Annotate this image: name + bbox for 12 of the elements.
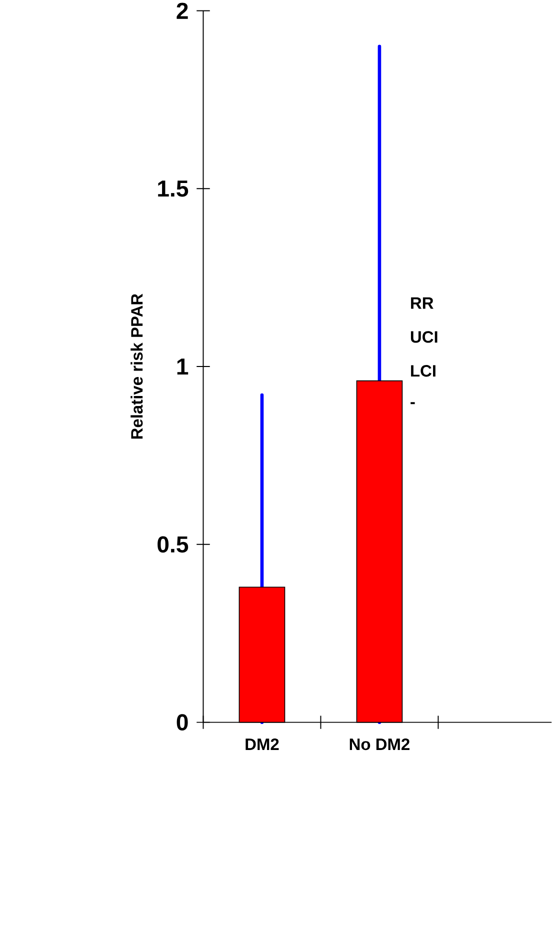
y-tick-label: 1 [177, 358, 188, 374]
y-tick-label: 0.5 [158, 536, 188, 553]
annotation: RR [411, 297, 434, 309]
annotation: - [410, 402, 415, 404]
annotation: UCI [410, 331, 438, 343]
y-tick-label: 1.5 [158, 180, 188, 197]
y-tick-label: 2 [176, 2, 188, 19]
x-tick-label: No DM2 [350, 738, 410, 750]
y-axis-title: Relative risk PPAR [130, 294, 143, 439]
annotation: LCI [411, 365, 436, 377]
x-tick-label: DM2 [246, 738, 279, 750]
y-tick-label: 0 [176, 714, 188, 730]
